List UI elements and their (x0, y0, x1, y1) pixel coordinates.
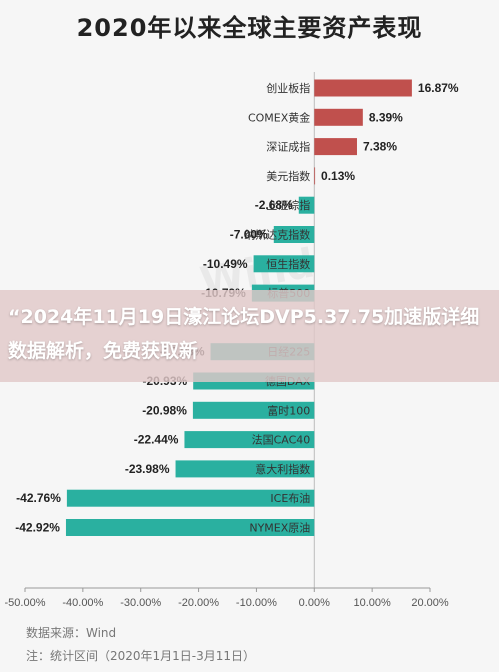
category-label: ICE布油 (270, 491, 310, 505)
bar-4 (298, 196, 315, 214)
value-label: -7.00% (230, 228, 268, 242)
bar-12 (184, 431, 315, 449)
category-label: 美元指数 (266, 169, 310, 183)
bar-0 (314, 79, 412, 97)
bar-14 (66, 489, 315, 507)
category-label: COMEX黄金 (248, 110, 310, 124)
bar-3 (314, 167, 316, 185)
value-label: 8.39% (369, 110, 403, 124)
bar-11 (192, 401, 315, 419)
data-source-note: 数据来源：Wind (26, 626, 117, 640)
value-label: -42.92% (15, 521, 60, 535)
category-label: 创业板指 (266, 81, 310, 95)
category-label: 意大利指数 (255, 462, 310, 476)
x-tick-label: 20.00% (411, 597, 449, 609)
category-label: 法国CAC40 (252, 433, 311, 447)
value-label: 0.13% (321, 169, 355, 183)
x-tick-label: 10.00% (353, 597, 391, 609)
category-label: 深证成指 (266, 140, 310, 154)
category-label: NYMEX原油 (249, 521, 310, 535)
x-tick-label: -30.00% (120, 597, 161, 609)
period-note: 注：统计区间（2020年1月1日-3月11日） (26, 649, 256, 663)
value-label: 7.38% (363, 140, 397, 154)
bar-5 (273, 226, 315, 243)
bar-15 (65, 519, 315, 536)
x-tick-label: -50.00% (5, 597, 46, 609)
bar-13 (175, 460, 315, 478)
overlay-headline[interactable]: “2024年11月19日濠江论坛DVP5.37.75加速版详细数据解析，免费获取… (8, 306, 480, 362)
value-label: 16.87% (418, 81, 459, 95)
value-label: -2.68% (255, 198, 293, 212)
bar-2 (314, 138, 357, 156)
category-label: 恒生指数 (266, 257, 310, 271)
category-label: 纳斯达克指数 (244, 228, 310, 242)
category-label: 富时100 (267, 403, 310, 417)
x-tick-label: -40.00% (62, 597, 103, 609)
bar-6 (253, 255, 315, 273)
bar-1 (314, 108, 363, 126)
x-tick-label: -20.00% (178, 597, 219, 609)
overlay-banner (0, 290, 499, 382)
x-tick-label: -10.00% (236, 597, 277, 609)
value-label: -23.98% (125, 462, 170, 476)
value-label: -20.98% (142, 403, 187, 417)
value-label: -10.49% (203, 257, 248, 271)
value-label: -42.76% (16, 491, 61, 505)
chart-title: 2020年以来全球主要资产表现 (76, 14, 423, 42)
value-label: -22.44% (134, 433, 179, 447)
x-tick-label: 0.00% (299, 597, 330, 609)
category-label: 上证综指 (266, 198, 310, 212)
